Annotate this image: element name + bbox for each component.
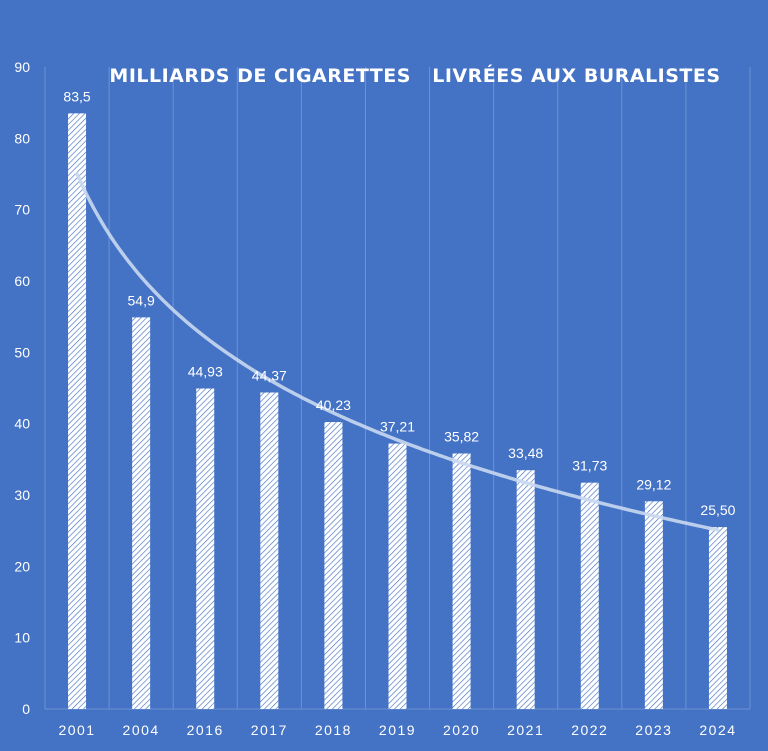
data-label: 29,12 <box>636 476 671 492</box>
y-tick-label: 40 <box>14 416 30 432</box>
bar <box>324 422 343 709</box>
chart-title: MILLIARDS DE CIGARETTES LIVRÉES AUX BURA… <box>109 64 720 87</box>
bar <box>644 501 663 709</box>
y-tick-label: 70 <box>14 202 30 218</box>
bar <box>68 113 87 709</box>
data-label: 31,73 <box>572 458 607 474</box>
data-label: 83,5 <box>63 88 90 104</box>
bar <box>516 470 535 709</box>
y-tick-label: 60 <box>14 273 30 289</box>
y-tick-label: 30 <box>14 487 30 503</box>
trendline <box>75 172 720 532</box>
bar <box>580 482 599 709</box>
category-label: 2023 <box>635 722 672 738</box>
data-label: 40,23 <box>316 397 351 413</box>
category-label: 2021 <box>507 722 544 738</box>
bar <box>196 388 215 709</box>
category-label: 2001 <box>58 722 95 738</box>
trendline-layer <box>75 172 720 532</box>
data-label: 54,9 <box>128 292 155 308</box>
y-tick-label: 90 <box>14 59 30 75</box>
bar <box>388 443 407 709</box>
category-label: 2004 <box>123 722 160 738</box>
data-label: 44,93 <box>188 363 223 379</box>
data-label: 25,50 <box>700 502 735 518</box>
category-label: 2019 <box>379 722 416 738</box>
category-label: 2024 <box>699 722 736 738</box>
y-tick-label: 10 <box>14 630 30 646</box>
category-label: 2022 <box>571 722 608 738</box>
category-label: 2018 <box>315 722 352 738</box>
bar <box>452 453 471 709</box>
data-label: 37,21 <box>380 419 415 435</box>
y-tick-label: 0 <box>22 701 30 717</box>
data-label: 44,37 <box>252 367 287 383</box>
category-label: 2020 <box>443 722 480 738</box>
category-label: 2016 <box>187 722 224 738</box>
y-tick-label: 20 <box>14 558 30 574</box>
y-tick-label: 80 <box>14 130 30 146</box>
data-label: 33,48 <box>508 445 543 461</box>
labels: 0 10 20 30 40 50 60 70 80 90 2001 83,5 2004 54,9 2016 4… <box>14 59 736 738</box>
data-label: 35,82 <box>444 428 479 444</box>
bar <box>132 317 151 709</box>
bar <box>260 392 279 709</box>
category-label: 2017 <box>251 722 288 738</box>
y-tick-label: 50 <box>14 344 30 360</box>
bars <box>68 113 727 709</box>
bar <box>708 527 727 709</box>
